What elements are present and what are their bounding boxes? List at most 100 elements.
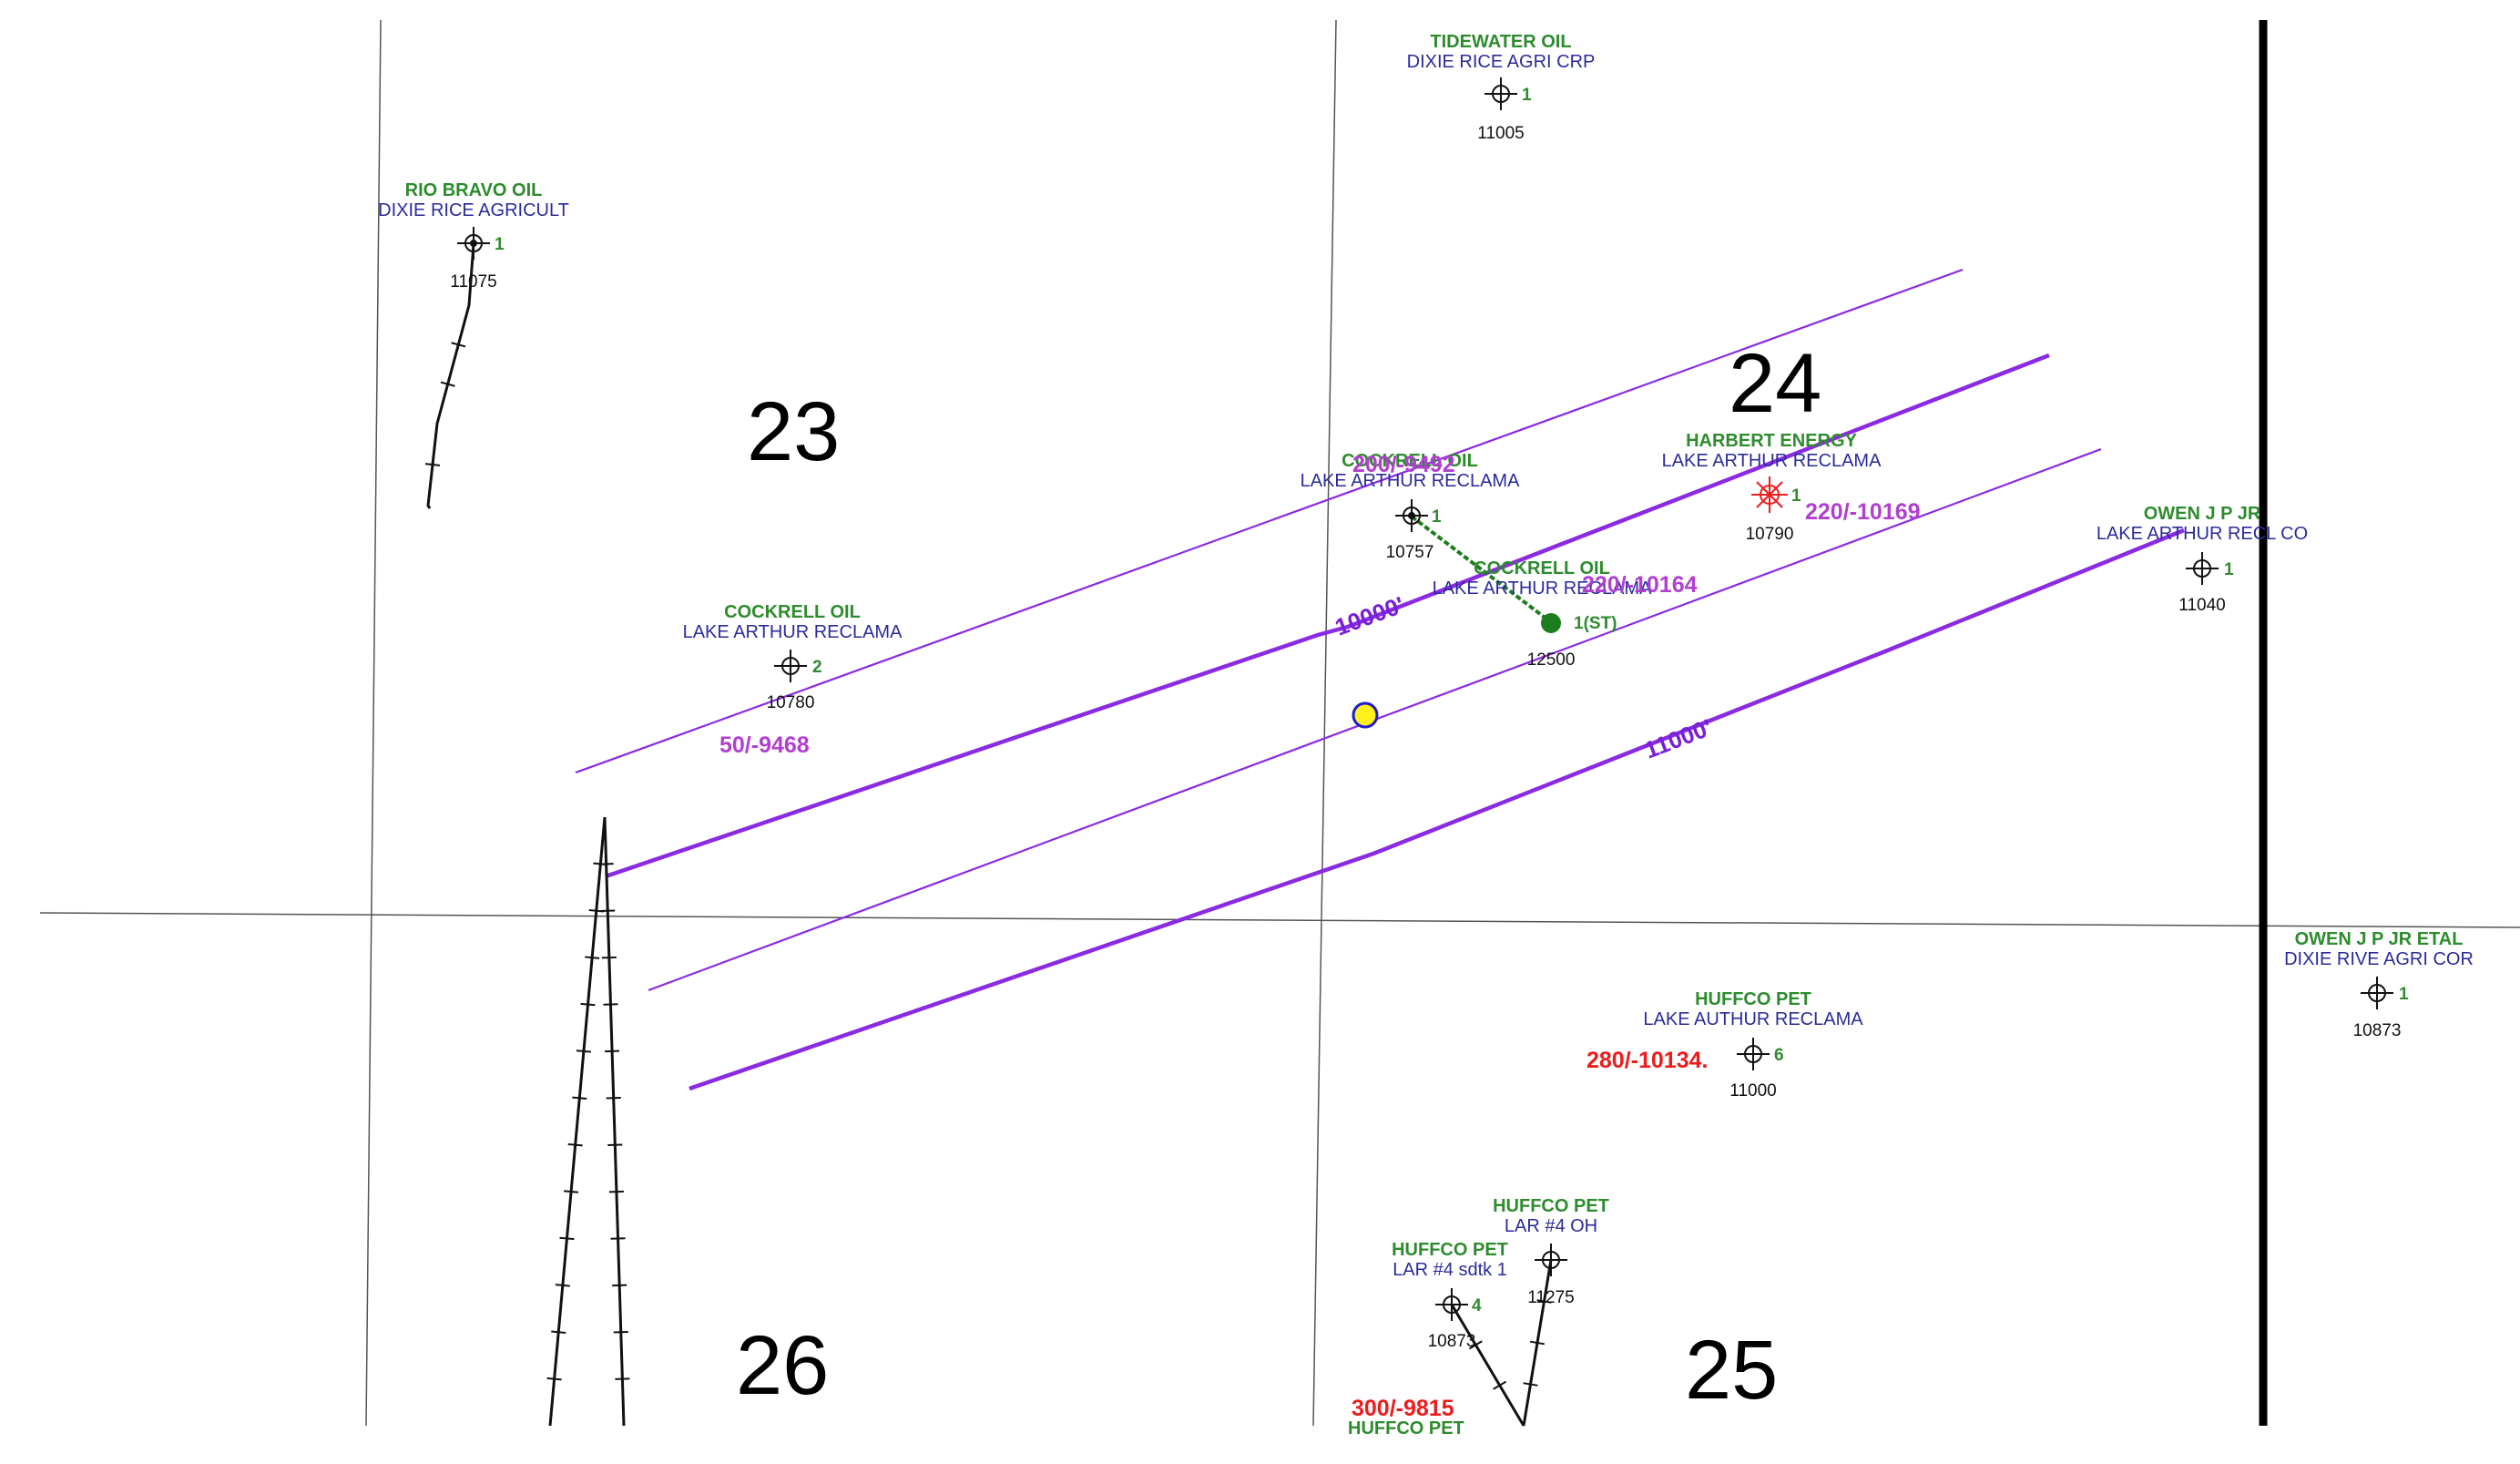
well-operator-tidewater: TIDEWATER OIL bbox=[1430, 32, 1571, 52]
well-path-tick bbox=[1493, 1380, 1507, 1390]
well-path-tick bbox=[606, 1097, 621, 1100]
well-paths bbox=[426, 243, 1553, 1427]
well-operator-harbert: HARBERT ENERGY bbox=[1686, 431, 1857, 451]
well-lease-rio-bravo: DIXIE RICE AGRICULT bbox=[378, 200, 569, 220]
well-path-tick bbox=[1536, 1299, 1552, 1304]
well-number-rio-bravo: 1 bbox=[495, 235, 505, 254]
well-symbol-huffco-4-sdtk bbox=[1435, 1288, 1468, 1321]
well-path-tick bbox=[607, 1143, 623, 1146]
well-lease-cockrell-2: LAKE ARTHUR RECLAMA bbox=[683, 622, 903, 642]
well-path-tick bbox=[598, 863, 614, 865]
well-lease-harbert: LAKE ARTHUR RECLAMA bbox=[1662, 451, 1882, 471]
well-operator-huffco-4-sdtk: HUFFCO PET bbox=[1392, 1240, 1508, 1260]
well-number-cockrell-1: 1 bbox=[1432, 507, 1442, 527]
well-path-ticks bbox=[424, 342, 1552, 1390]
well-path-tick bbox=[567, 1142, 583, 1147]
well-path-tick bbox=[1529, 1340, 1546, 1346]
well-operator-cockrell-2: COCKRELL OIL bbox=[724, 602, 861, 622]
posting-value-1: 50/-9468 bbox=[719, 732, 810, 758]
well-path-tick bbox=[1523, 1382, 1538, 1387]
section-line-horizontal bbox=[39, 912, 2520, 928]
well-number-huffco-4-sdtk: 4 bbox=[1472, 1296, 1482, 1316]
posting-value-5: 280/-10134. bbox=[1586, 1048, 1708, 1073]
well-number-cockrell-2: 2 bbox=[812, 658, 822, 677]
well-operator-huffco-bottom: HUFFCO PET bbox=[1348, 1418, 1464, 1438]
posting-value-6: 300/-9815 bbox=[1352, 1396, 1454, 1421]
well-path-sdtk-east bbox=[603, 816, 626, 1427]
well-symbols bbox=[457, 77, 2393, 1321]
well-lease-cockrell-1: LAKE ARTHUR RECLAMA bbox=[1301, 471, 1520, 491]
well-path-rio-bravo bbox=[426, 243, 475, 509]
well-path-tick bbox=[580, 1002, 596, 1007]
well-operator-cockrell-1: COCKRELL OIL bbox=[1342, 451, 1478, 471]
contour-label-11000: 11000' bbox=[1640, 713, 1716, 764]
well-depth-huffco-4-sdtk: 10873 bbox=[1428, 1332, 1476, 1351]
well-lease-huffco-4-sdtk: LAR #4 sdtk 1 bbox=[1393, 1260, 1507, 1280]
location-marker[interactable] bbox=[1352, 701, 1379, 729]
well-symbol-owen-etal bbox=[2361, 977, 2393, 1009]
well-path-tick bbox=[559, 1236, 575, 1241]
well-path-tick bbox=[615, 1377, 630, 1380]
well-path-tick bbox=[610, 1237, 626, 1240]
dry-hole-harbert-symbol bbox=[1751, 476, 1788, 513]
well-symbol-cockrell-1 bbox=[1395, 499, 1428, 532]
posting-value-3: 220/-10164 bbox=[1582, 572, 1698, 598]
well-lease-cockrell-st: LAKE ARTHUR RECLAMA bbox=[1433, 578, 1652, 599]
section-line-west bbox=[365, 19, 382, 1427]
well-path-tick bbox=[612, 1284, 627, 1287]
contour-label-10000: 10000' bbox=[1331, 591, 1408, 641]
well-depth-huffco-6: 11000 bbox=[1729, 1081, 1776, 1101]
well-number-owen-1: 1 bbox=[2224, 560, 2234, 579]
posting-value-2: 220/-10169 bbox=[1805, 499, 1921, 525]
well-depth-owen-1: 11040 bbox=[2178, 596, 2225, 615]
well-operator-cockrell-st: COCKRELL OIL bbox=[1474, 558, 1610, 578]
well-path-tick bbox=[603, 1003, 618, 1006]
section-lines bbox=[39, 19, 2520, 1427]
well-path-tick bbox=[424, 463, 441, 466]
well-path-tick bbox=[1468, 1340, 1483, 1350]
well-path-tick bbox=[600, 909, 616, 913]
well-path-cockrell-st bbox=[1410, 515, 1553, 624]
well-path-tick bbox=[601, 956, 617, 959]
well-number-tidewater: 1 bbox=[1522, 86, 1532, 105]
well-depth-tidewater: 11005 bbox=[1477, 124, 1524, 143]
well-operator-huffco-4-oh: HUFFCO PET bbox=[1493, 1196, 1609, 1216]
contour-line-10000 bbox=[605, 353, 2050, 879]
well-path-tick bbox=[451, 342, 466, 348]
well-lease-owen-1: LAKE ARTHUR RECL CO bbox=[2097, 524, 2308, 544]
well-path-sdtk-west bbox=[548, 816, 607, 1427]
section-number-26: 26 bbox=[736, 1319, 829, 1412]
well-operator-owen-1: OWEN J P JR bbox=[2144, 504, 2261, 524]
well-symbol-cockrell-2 bbox=[774, 650, 807, 682]
well-symbol-rio-bravo bbox=[457, 227, 490, 260]
well-depth-cockrell-1: 10757 bbox=[1386, 543, 1434, 562]
well-path-tick bbox=[576, 1049, 591, 1053]
well-symbol-huffco-6 bbox=[1737, 1038, 1770, 1070]
bottom-hole-cockrell-st bbox=[1541, 613, 1561, 633]
well-number-owen-etal: 1 bbox=[2399, 985, 2409, 1004]
well-depth-huffco-4-oh: 11275 bbox=[1527, 1288, 1574, 1307]
well-path-tick bbox=[605, 1049, 620, 1053]
well-number-harbert: 1 bbox=[1791, 486, 1801, 506]
contour-line-11000 bbox=[689, 527, 2185, 1091]
well-lease-huffco-4-oh: LAR #4 OH bbox=[1505, 1216, 1597, 1236]
well-symbol-huffco-4-oh bbox=[1535, 1244, 1567, 1276]
posting-value-4: 200/-9492 bbox=[1352, 452, 1455, 477]
well-depth-cockrell-2: 10780 bbox=[767, 693, 815, 712]
well-symbol-tidewater bbox=[1484, 77, 1517, 110]
well-operator-huffco-6: HUFFCO PET bbox=[1695, 989, 1811, 1009]
well-lease-owen-etal: DIXIE RIVE AGRI COR bbox=[2284, 949, 2474, 969]
well-depth-harbert: 10790 bbox=[1746, 525, 1794, 544]
well-operator-owen-etal: OWEN J P JR ETAL bbox=[2295, 929, 2464, 949]
well-depth-rio-bravo: 11075 bbox=[450, 272, 496, 292]
well-lease-tidewater: DIXIE RICE AGRI CRP bbox=[1407, 52, 1596, 72]
well-path-tick bbox=[608, 1190, 624, 1193]
well-path-tick bbox=[551, 1330, 566, 1334]
well-symbol-owen-1 bbox=[2186, 552, 2219, 585]
well-path-huffco-4-sdtk bbox=[1450, 1304, 1525, 1427]
section-number-25: 25 bbox=[1685, 1324, 1778, 1417]
well-operator-rio-bravo: RIO BRAVO OIL bbox=[405, 180, 543, 200]
well-path-tick bbox=[564, 1190, 579, 1193]
section-line-center bbox=[1312, 19, 1337, 1427]
